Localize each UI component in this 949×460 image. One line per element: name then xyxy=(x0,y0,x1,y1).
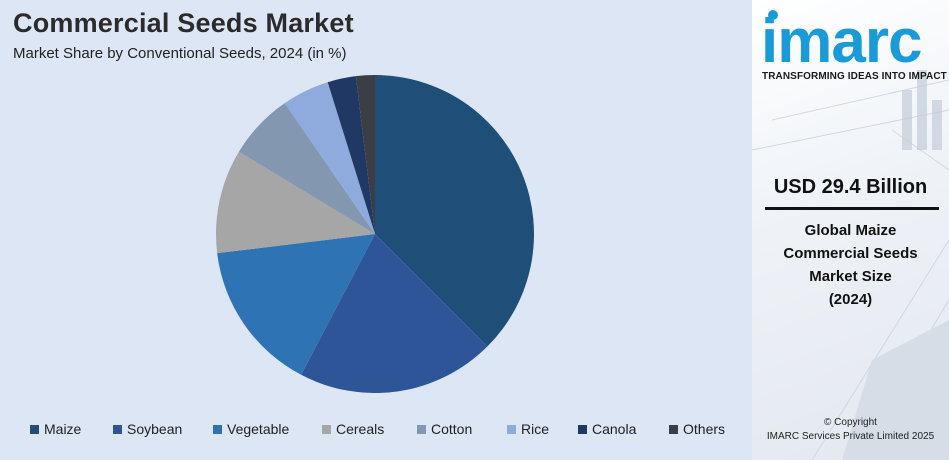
pie-slice-rice xyxy=(284,82,375,234)
copyright-line: © Copyright xyxy=(824,417,877,428)
copyright-line: IMARC Services Private Limited 2025 xyxy=(766,431,935,442)
legend-item-soybean: Soybean xyxy=(113,421,182,437)
legend-swatch xyxy=(213,424,222,434)
chart-subtitle: Market Share by Conventional Seeds, 2024… xyxy=(13,45,347,62)
legend-swatch xyxy=(578,424,587,434)
legend-swatch xyxy=(30,424,39,434)
legend-swatch xyxy=(669,424,678,434)
legend-swatch xyxy=(113,424,122,434)
pie-chart xyxy=(215,75,534,394)
caption-line: Market Size xyxy=(809,268,892,285)
legend-item-maize: Maize xyxy=(30,421,81,437)
legend-item-others: Others xyxy=(669,421,725,437)
legend-label: Cereals xyxy=(336,421,385,437)
pie-slice-soybean xyxy=(301,234,488,394)
copyright-notice: © Copyright IMARC Services Private Limit… xyxy=(752,416,949,444)
legend-label: Rice xyxy=(521,421,550,437)
chart-title: Commercial Seeds Market xyxy=(13,8,354,38)
pie-slice-canola xyxy=(327,76,375,234)
legend-item-vegetable: Vegetable xyxy=(213,421,289,437)
pie-slice-cotton xyxy=(238,103,375,235)
pie-slice-maize xyxy=(375,75,534,347)
background-graphic xyxy=(752,70,949,460)
legend-swatch xyxy=(322,424,331,434)
caption-line: (2024) xyxy=(828,291,873,308)
legend-label: Canola xyxy=(592,421,637,437)
legend-swatch xyxy=(507,424,516,434)
logo-tagline: TRANSFORMING IDEAS INTO IMPACT xyxy=(762,71,947,82)
legend-item-rice: Rice xyxy=(507,421,549,437)
market-size-caption: Global Maize Commercial Seeds Market Siz… xyxy=(752,219,949,311)
legend-item-cotton: Cotton xyxy=(417,421,472,437)
legend-item-canola: Canola xyxy=(578,421,636,437)
caption-line: Commercial Seeds xyxy=(783,245,918,262)
pie-slice-vegetable xyxy=(217,234,375,375)
market-size-value: USD 29.4 Billion xyxy=(773,176,928,198)
legend-label: Others xyxy=(683,421,726,437)
pie-slice-others xyxy=(355,75,375,234)
divider xyxy=(765,207,939,210)
legend-label: Soybean xyxy=(127,421,183,437)
legend-swatch xyxy=(417,424,426,434)
legend-item-cereals: Cereals xyxy=(322,421,384,437)
chart-legend: Maize Soybean Vegetable Cereals Cotton Rice Ca… xyxy=(0,421,752,443)
chart-area: Commercial Seeds Market Market Share by … xyxy=(0,8,752,443)
imarc-logo: imarc xyxy=(761,7,922,70)
svg-text:imarc: imarc xyxy=(761,7,921,70)
legend-label: Cotton xyxy=(431,421,473,437)
legend-label: Maize xyxy=(44,421,82,437)
pie-slice-cereals xyxy=(215,151,375,254)
legend-label: Vegetable xyxy=(227,421,290,437)
caption-line: Global Maize xyxy=(804,222,897,239)
sidebar-panel: imarc TRANSFORMING IDEAS INTO IMPACT USD… xyxy=(752,0,949,460)
